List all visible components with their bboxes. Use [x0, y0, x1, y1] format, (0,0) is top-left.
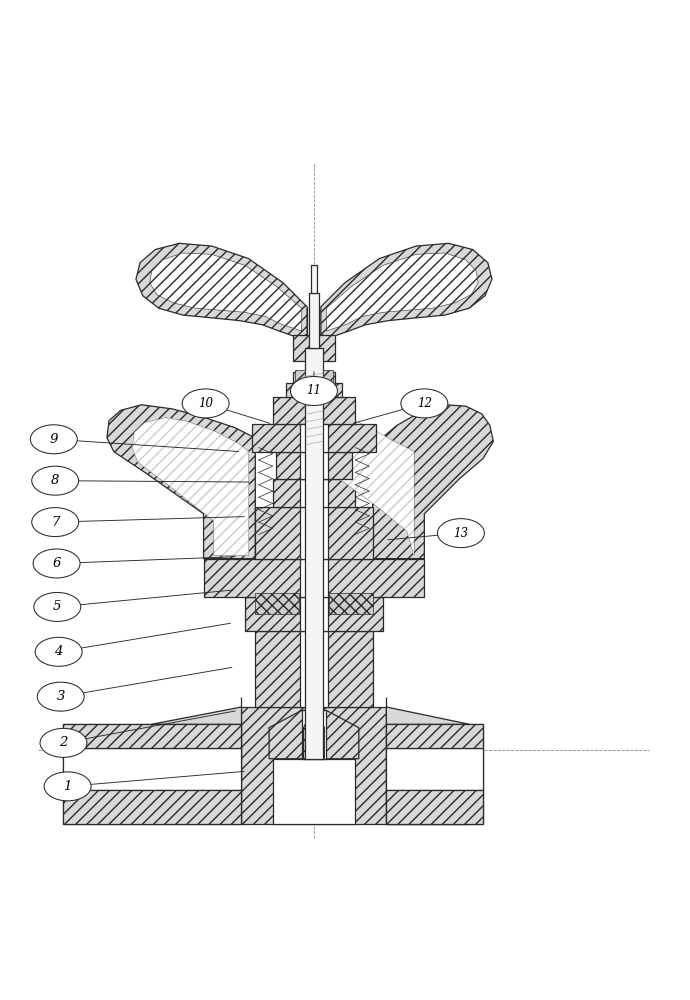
Polygon shape — [241, 707, 386, 824]
Polygon shape — [386, 724, 483, 824]
Text: 10: 10 — [198, 397, 213, 410]
Polygon shape — [386, 724, 483, 748]
Polygon shape — [150, 253, 302, 331]
Polygon shape — [63, 748, 242, 790]
Polygon shape — [300, 424, 328, 452]
Polygon shape — [63, 724, 242, 748]
Polygon shape — [386, 790, 483, 824]
Polygon shape — [321, 243, 492, 338]
Polygon shape — [386, 724, 469, 824]
Ellipse shape — [290, 376, 337, 405]
Polygon shape — [293, 372, 304, 384]
Polygon shape — [329, 593, 373, 614]
Polygon shape — [373, 405, 493, 559]
Polygon shape — [269, 710, 359, 759]
Polygon shape — [255, 631, 373, 707]
Text: 11: 11 — [306, 384, 322, 397]
Polygon shape — [63, 790, 242, 824]
Polygon shape — [295, 370, 305, 383]
Polygon shape — [302, 710, 326, 759]
Polygon shape — [132, 418, 248, 555]
Ellipse shape — [401, 389, 448, 418]
Polygon shape — [276, 452, 352, 479]
Ellipse shape — [40, 728, 87, 757]
Polygon shape — [286, 383, 342, 396]
Polygon shape — [255, 593, 299, 614]
Polygon shape — [309, 419, 414, 555]
Polygon shape — [386, 748, 483, 790]
Polygon shape — [273, 479, 355, 507]
Text: 1: 1 — [63, 780, 72, 793]
Text: 6: 6 — [52, 557, 61, 570]
Polygon shape — [309, 419, 414, 555]
Polygon shape — [152, 724, 242, 824]
Polygon shape — [300, 507, 328, 559]
Polygon shape — [255, 507, 373, 559]
Text: 4: 4 — [55, 645, 63, 658]
Ellipse shape — [32, 466, 79, 495]
Ellipse shape — [44, 772, 91, 801]
Ellipse shape — [30, 425, 77, 454]
Polygon shape — [386, 707, 469, 724]
Ellipse shape — [37, 682, 84, 711]
Polygon shape — [132, 418, 248, 555]
Ellipse shape — [437, 519, 484, 548]
Text: 8: 8 — [51, 474, 59, 487]
Ellipse shape — [182, 389, 229, 418]
Polygon shape — [311, 265, 317, 293]
Polygon shape — [300, 597, 328, 631]
Polygon shape — [293, 335, 335, 361]
Text: 9: 9 — [50, 433, 58, 446]
Text: 5: 5 — [53, 600, 61, 613]
Polygon shape — [300, 479, 328, 507]
Polygon shape — [300, 559, 328, 597]
Polygon shape — [152, 707, 242, 724]
Ellipse shape — [33, 549, 80, 578]
Text: 12: 12 — [417, 397, 432, 410]
Text: 3: 3 — [57, 690, 65, 703]
Polygon shape — [136, 243, 307, 338]
Polygon shape — [323, 370, 333, 383]
Polygon shape — [309, 293, 319, 348]
Text: 13: 13 — [453, 527, 469, 540]
Text: 7: 7 — [51, 516, 59, 529]
Text: 2: 2 — [59, 736, 68, 749]
Polygon shape — [300, 631, 328, 707]
Ellipse shape — [32, 508, 79, 537]
Polygon shape — [63, 724, 152, 824]
Polygon shape — [107, 405, 255, 559]
Ellipse shape — [35, 637, 82, 666]
Polygon shape — [204, 559, 424, 597]
Polygon shape — [304, 713, 324, 759]
Polygon shape — [300, 452, 328, 479]
Polygon shape — [273, 759, 355, 824]
Polygon shape — [305, 348, 323, 759]
Polygon shape — [245, 597, 383, 631]
Ellipse shape — [34, 592, 81, 621]
Polygon shape — [324, 372, 335, 384]
Polygon shape — [273, 396, 355, 424]
Polygon shape — [252, 424, 376, 452]
Polygon shape — [326, 253, 478, 331]
